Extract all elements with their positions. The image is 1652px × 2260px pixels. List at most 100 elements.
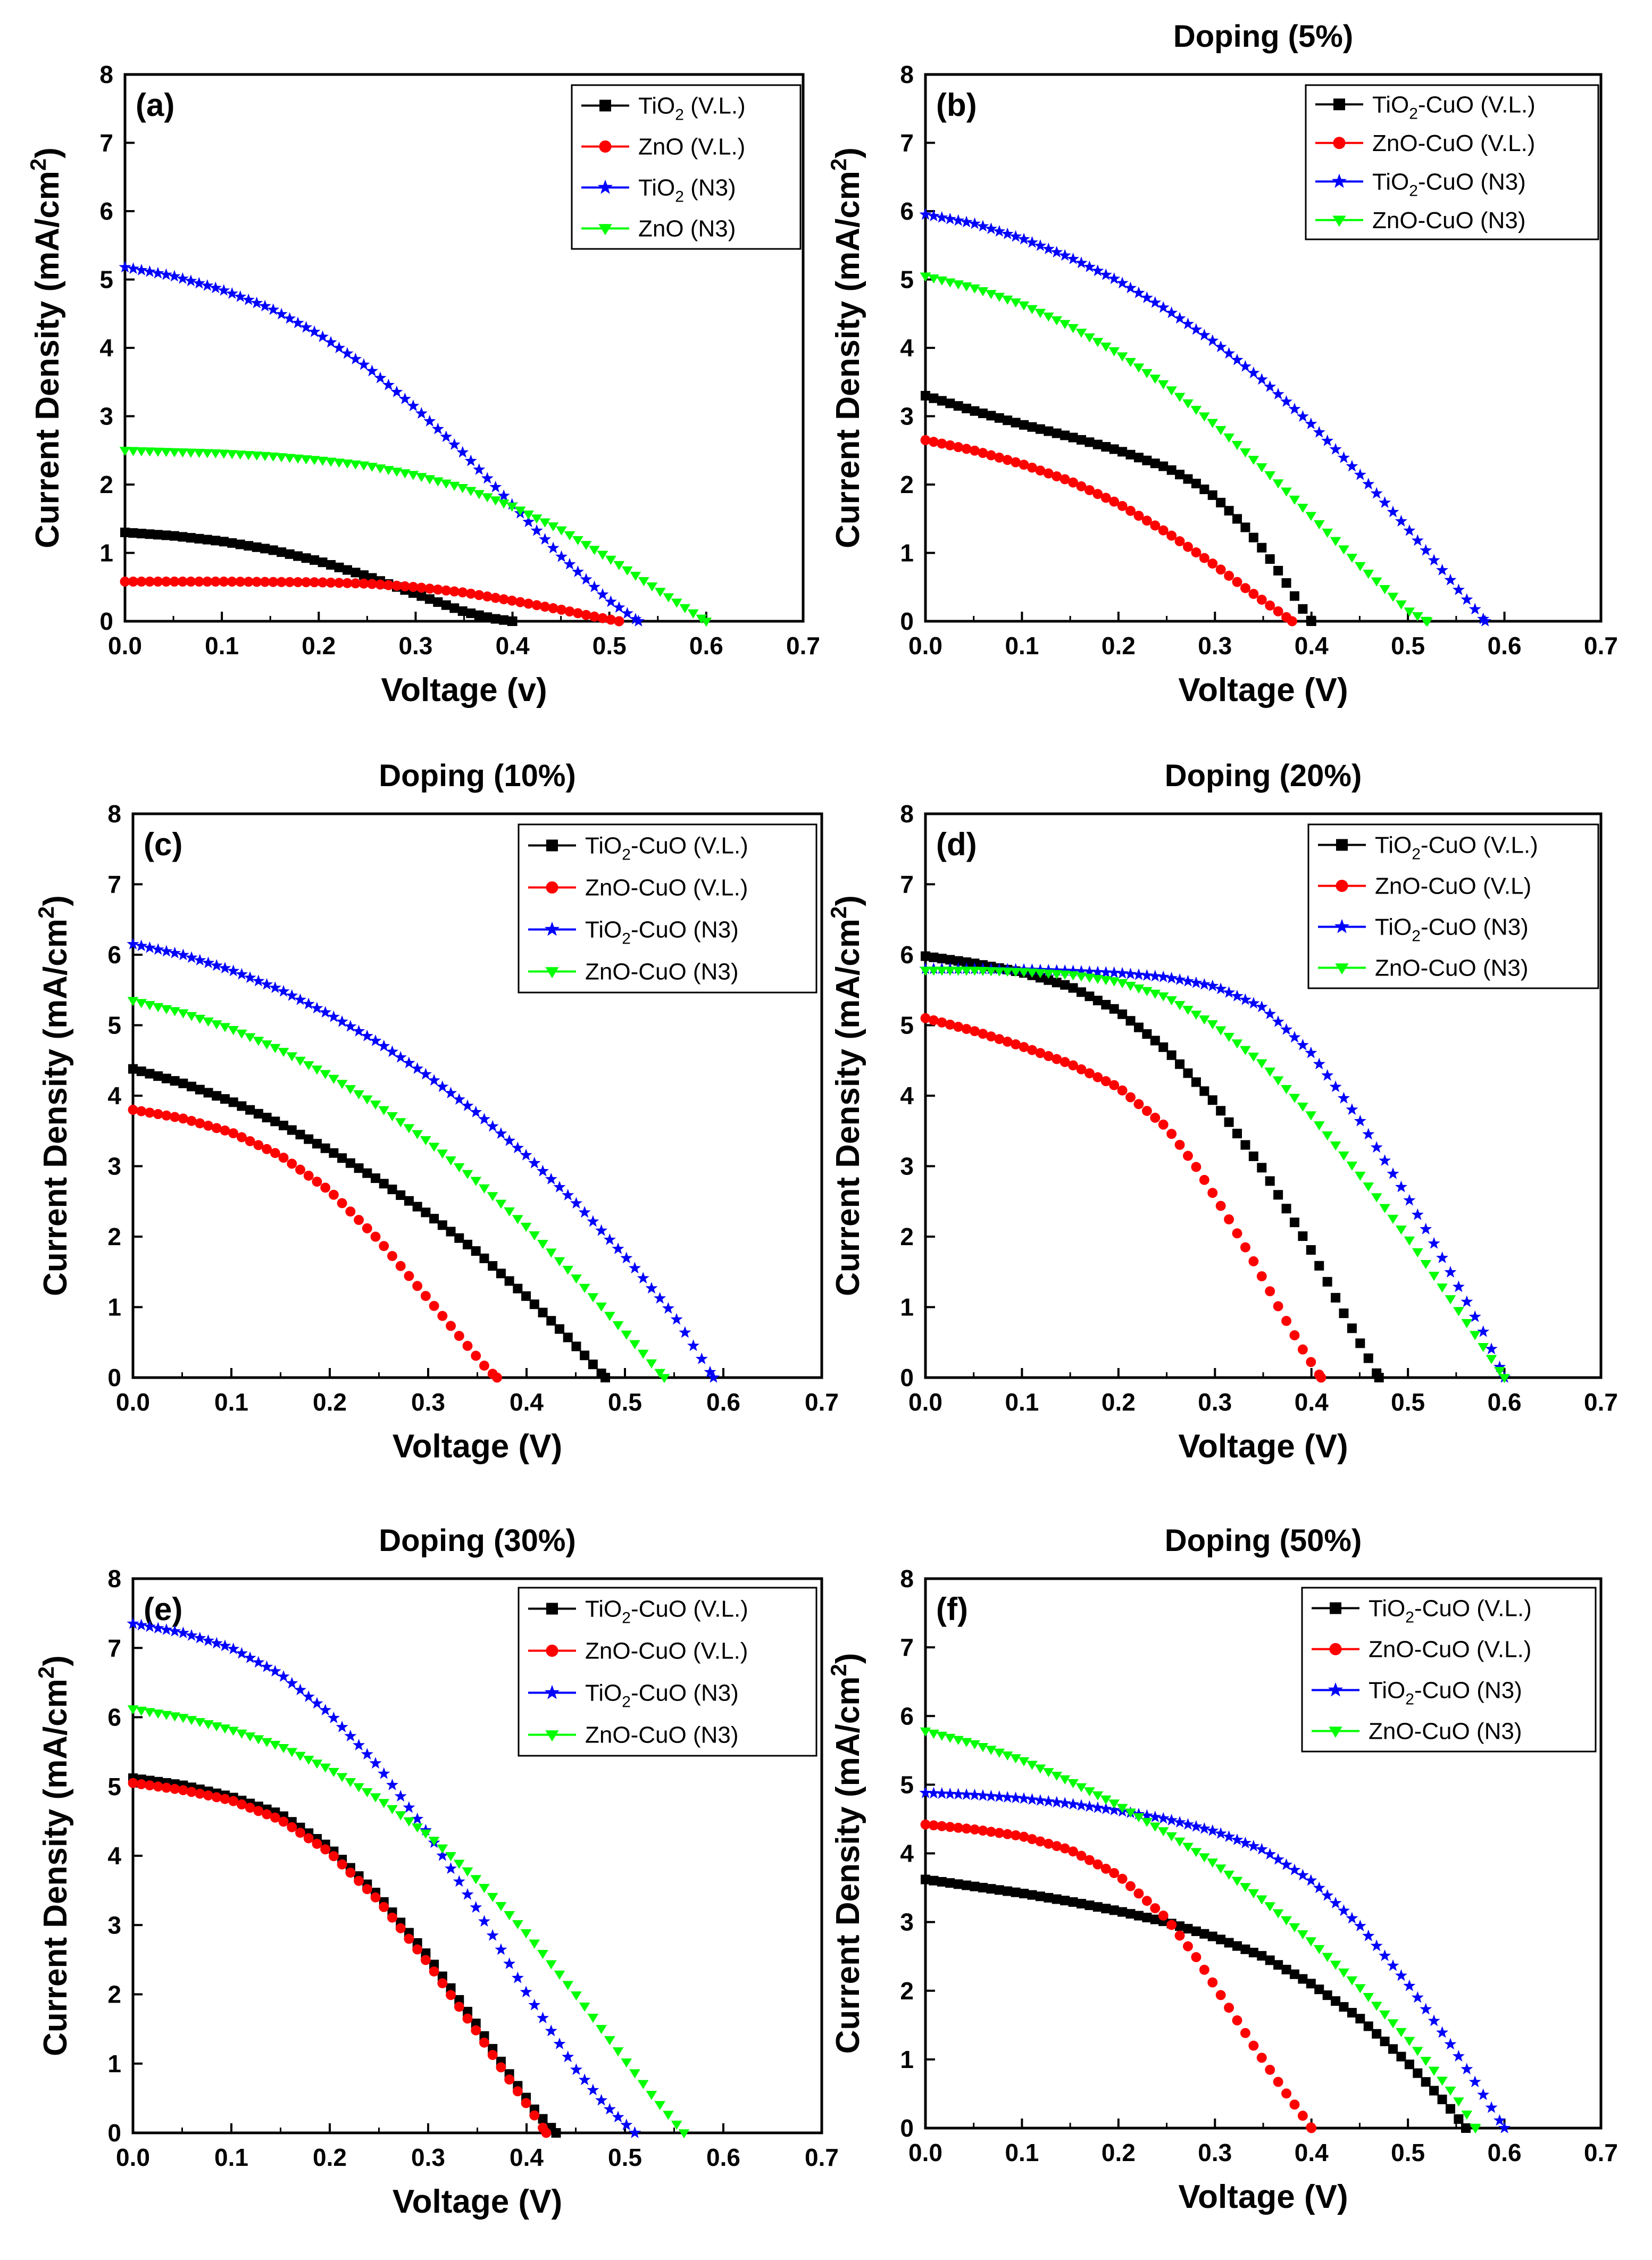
data-point xyxy=(1214,340,1227,353)
data-point xyxy=(1034,308,1046,318)
data-point xyxy=(202,1634,215,1646)
data-point xyxy=(1166,1050,1177,1060)
data-point xyxy=(707,1371,720,1383)
y-tick-label: 4 xyxy=(107,1842,121,1870)
x-tick-label: 0.3 xyxy=(411,1388,445,1416)
data-point xyxy=(1477,1325,1490,1337)
legend-entry-main: TiO xyxy=(1375,832,1412,858)
data-point xyxy=(403,1124,415,1133)
data-point xyxy=(1257,543,1267,553)
data-point xyxy=(260,544,270,554)
data-point xyxy=(386,1778,398,1790)
plot-frame xyxy=(924,812,1603,1379)
y-tick-label: 7 xyxy=(900,129,914,157)
data-point xyxy=(1198,1853,1210,1863)
series-3 xyxy=(919,962,1511,1383)
data-point xyxy=(453,1859,465,1869)
data-point xyxy=(944,1733,956,1743)
data-point xyxy=(278,1744,289,1754)
data-point xyxy=(970,1824,980,1835)
data-point xyxy=(507,616,518,626)
data-point xyxy=(1183,1941,1193,1952)
legend-box xyxy=(1305,84,1599,240)
data-point xyxy=(1191,1162,1202,1172)
data-point xyxy=(1281,487,1292,497)
data-point xyxy=(1133,511,1144,521)
chart-title: Doping (10%) xyxy=(379,758,576,793)
data-point xyxy=(1141,369,1153,379)
data-point xyxy=(621,1330,632,1340)
data-point xyxy=(1157,301,1170,313)
data-point xyxy=(120,577,130,587)
data-point xyxy=(529,1231,540,1241)
data-point xyxy=(695,1352,708,1364)
data-point xyxy=(1051,1771,1063,1781)
data-point xyxy=(1067,1779,1079,1788)
data-point xyxy=(1068,477,1079,488)
data-point xyxy=(1174,1837,1186,1847)
x-tick-label: 0.0 xyxy=(116,2144,150,2171)
data-point xyxy=(1198,329,1211,340)
data-point xyxy=(1379,585,1390,595)
legend-box xyxy=(1307,823,1599,989)
data-point xyxy=(1354,1171,1366,1181)
data-point xyxy=(553,1181,566,1192)
data-point xyxy=(1116,1804,1128,1813)
data-point xyxy=(545,1172,557,1185)
data-point xyxy=(1084,1855,1095,1865)
data-point xyxy=(370,1892,381,1903)
data-point xyxy=(1338,1968,1349,1978)
data-point xyxy=(136,447,147,456)
legend-entry-subscript: 2 xyxy=(1405,1609,1414,1627)
data-point xyxy=(219,962,231,974)
series-2 xyxy=(128,1105,502,1383)
data-point xyxy=(1067,971,1079,981)
data-point xyxy=(420,1829,431,1839)
data-point xyxy=(962,957,972,967)
data-point xyxy=(994,452,1005,463)
data-point xyxy=(341,460,353,469)
data-point xyxy=(1206,334,1219,346)
data-point xyxy=(1421,2077,1431,2087)
data-point xyxy=(1077,987,1087,997)
data-point xyxy=(537,1240,548,1249)
data-point xyxy=(937,1017,947,1028)
data-point xyxy=(1232,1941,1242,1951)
data-point xyxy=(144,1001,155,1011)
data-point xyxy=(1166,530,1177,541)
data-point xyxy=(545,2024,557,2037)
data-point xyxy=(1461,1319,1473,1328)
data-point xyxy=(235,577,246,587)
data-point xyxy=(252,974,265,987)
x-tick-label: 0.2 xyxy=(1102,2139,1136,2166)
data-point xyxy=(994,293,1005,302)
series-2 xyxy=(920,1013,1326,1383)
data-point xyxy=(1207,419,1219,428)
data-point xyxy=(1445,1295,1456,1305)
data-point xyxy=(178,1113,188,1124)
data-point xyxy=(1108,977,1120,987)
data-point xyxy=(977,220,989,232)
data-point xyxy=(1034,969,1046,979)
data-point xyxy=(1092,1791,1104,1801)
data-point xyxy=(1461,2111,1473,2120)
data-point xyxy=(630,571,641,581)
data-point xyxy=(1027,462,1037,473)
data-point xyxy=(1182,399,1194,408)
data-point xyxy=(127,1705,139,1715)
data-point xyxy=(1175,1059,1185,1069)
data-point xyxy=(1068,432,1078,443)
data-point xyxy=(228,1025,239,1036)
data-point xyxy=(1346,460,1358,472)
data-point xyxy=(1396,600,1407,610)
data-point xyxy=(161,1073,171,1083)
data-point xyxy=(454,2002,464,2012)
data-point xyxy=(1265,1286,1275,1297)
data-point xyxy=(1420,1260,1432,1270)
data-point xyxy=(419,1068,432,1080)
data-point xyxy=(194,1718,206,1728)
data-point xyxy=(1216,1934,1226,1945)
data-point xyxy=(658,1374,670,1383)
data-point xyxy=(495,1943,507,1955)
panel-label: (b) xyxy=(936,87,977,123)
